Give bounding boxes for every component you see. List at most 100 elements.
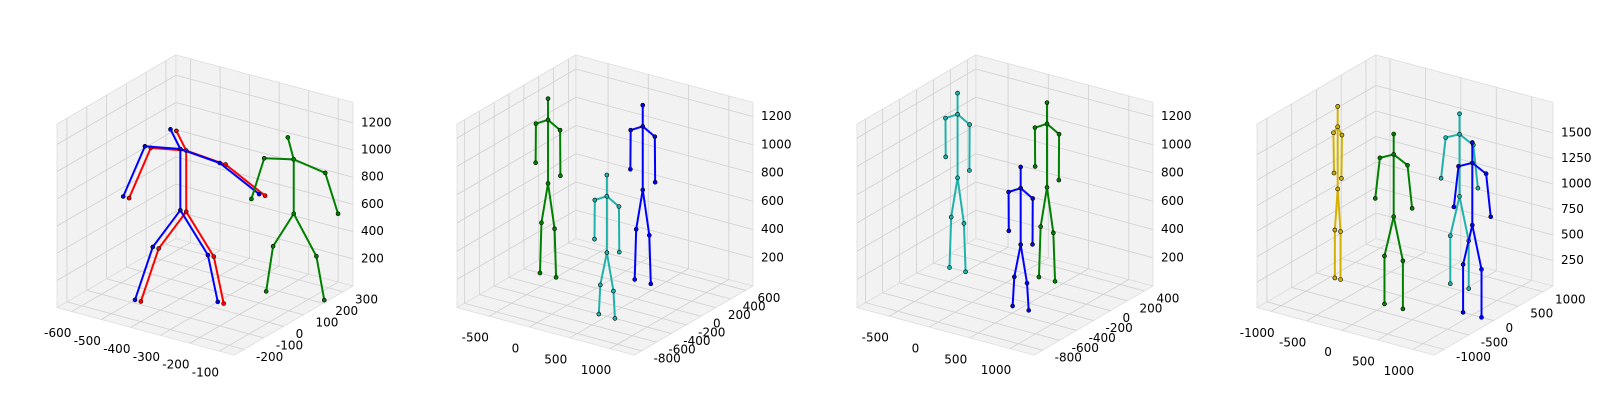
joint (271, 244, 275, 248)
x-tick-label: 1000 (1384, 364, 1415, 378)
z-tick-label: 1500 (1561, 126, 1592, 140)
joint (558, 128, 562, 132)
z-tick-label: 1200 (361, 115, 392, 129)
joint (1378, 156, 1382, 160)
joint (538, 271, 542, 275)
y-tick-label: 0 (713, 317, 721, 331)
joint (133, 298, 137, 302)
joint (1392, 215, 1396, 219)
joint (121, 194, 125, 198)
joint (1467, 287, 1471, 291)
panel: -50005001000-800-600-400-200020040060020… (457, 55, 791, 377)
z-tick-label: 500 (1561, 228, 1584, 242)
joint (605, 194, 609, 198)
joint (613, 316, 617, 320)
x-tick-label: -500 (862, 331, 889, 345)
joint (967, 169, 971, 173)
joint (1053, 279, 1057, 283)
joint (1333, 276, 1337, 280)
panel: -1000-50005001000-1000-50005001000250500… (1240, 55, 1592, 378)
joint (1045, 185, 1049, 189)
joint (1410, 206, 1414, 210)
joint (1461, 262, 1465, 266)
joint (1332, 171, 1336, 175)
joint (558, 174, 562, 178)
joint (1340, 133, 1344, 137)
joint (257, 192, 261, 196)
joint (322, 298, 326, 302)
joint (641, 124, 645, 128)
joint (647, 233, 651, 237)
joint (178, 208, 182, 212)
joint (1457, 112, 1461, 116)
x-tick-label: -500 (462, 331, 489, 345)
joint (184, 210, 188, 214)
x-tick-label: 500 (544, 352, 567, 366)
z-tick-label: 1250 (1561, 151, 1592, 165)
y-tick-label: -200 (698, 325, 725, 339)
joint (178, 147, 182, 151)
joint (617, 204, 621, 208)
joint (948, 265, 952, 269)
x-tick-label: 0 (1324, 345, 1332, 359)
joint (1373, 196, 1377, 200)
joint (553, 227, 557, 231)
joint (262, 156, 266, 160)
joint (323, 171, 327, 175)
y-tick-label: 600 (758, 291, 781, 305)
joint (628, 167, 632, 171)
z-tick-label: 1200 (761, 109, 792, 123)
joint (1339, 278, 1343, 282)
joint (1456, 164, 1460, 168)
joint (546, 118, 550, 122)
joint (956, 176, 960, 180)
joint (151, 245, 155, 249)
joint (1476, 186, 1480, 190)
joint (1339, 176, 1343, 180)
x-tick-label: 0 (512, 342, 520, 356)
y-tick-label: 300 (355, 292, 378, 306)
y-tick-label: 400 (1156, 291, 1179, 305)
joint (1452, 205, 1456, 209)
y-tick-label: 0 (1123, 311, 1131, 325)
joint (1333, 228, 1337, 232)
z-tick-label: 750 (1561, 202, 1584, 216)
joint (534, 122, 538, 126)
x-tick-label: -500 (74, 334, 101, 348)
joint (1336, 104, 1340, 108)
joint (956, 112, 960, 116)
joint (1045, 122, 1049, 126)
z-tick-label: 400 (361, 224, 384, 238)
x-tick-label: -600 (44, 326, 71, 340)
joint (1045, 101, 1049, 105)
joint (1033, 126, 1037, 130)
y-tick-label: 1000 (1555, 292, 1586, 306)
x-tick-label: 500 (1352, 354, 1375, 368)
joint (598, 283, 602, 287)
joint (641, 103, 645, 107)
panel: -600-500-400-300-200-100-200-10001002003… (44, 55, 391, 380)
joint (1039, 225, 1043, 229)
joint (1011, 304, 1015, 308)
joint (1336, 187, 1340, 191)
z-tick-label: 800 (761, 166, 784, 180)
joint (956, 91, 960, 95)
joint (218, 161, 222, 165)
joint (264, 289, 268, 293)
joint (1057, 178, 1061, 182)
joint (174, 129, 178, 133)
joint (554, 275, 558, 279)
joint (1012, 275, 1016, 279)
z-tick-label: 200 (761, 250, 784, 264)
y-tick-label: -500 (1481, 335, 1508, 349)
joint (1382, 254, 1386, 258)
joint (1037, 275, 1041, 279)
joint (605, 251, 609, 255)
joint (292, 212, 296, 216)
joint (127, 196, 131, 200)
z-tick-label: 1200 (1161, 109, 1192, 123)
joint (157, 247, 161, 251)
z-tick-label: 800 (1161, 166, 1184, 180)
x-tick-label: 500 (944, 352, 967, 366)
